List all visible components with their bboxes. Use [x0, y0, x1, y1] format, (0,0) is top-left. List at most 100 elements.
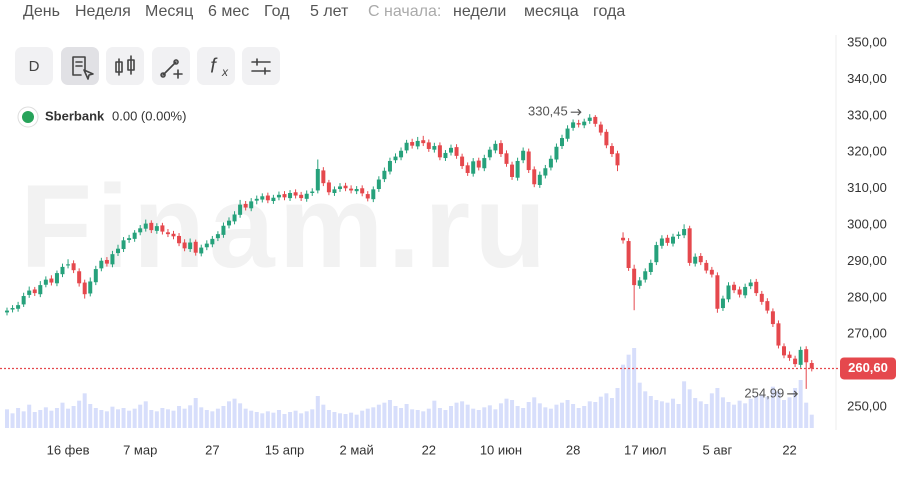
extreme-label: 330,45 — [528, 104, 568, 119]
candle-body — [210, 238, 215, 245]
candle-body — [354, 188, 359, 192]
y-tick-label: 300,00 — [847, 216, 887, 231]
candle-body — [460, 156, 465, 167]
candle-body — [621, 237, 626, 241]
volume-bar — [10, 413, 15, 428]
candle-body — [21, 296, 26, 305]
volume-bar — [321, 404, 326, 428]
volume-bar — [371, 407, 376, 428]
candle-body — [737, 289, 742, 295]
volume-bar — [265, 411, 270, 428]
x-tick-label: 22 — [782, 442, 796, 457]
candle-body — [249, 201, 254, 209]
volume-bar — [476, 410, 481, 428]
y-tick-label: 310,00 — [847, 180, 887, 195]
candle-body — [698, 255, 703, 263]
candle-body — [365, 194, 370, 199]
volume-bar — [426, 408, 431, 428]
candle-body — [454, 147, 459, 156]
candle-body — [443, 152, 448, 159]
candle-body — [193, 241, 198, 253]
candle-body — [204, 243, 209, 248]
volume-bar — [127, 410, 132, 428]
volume-bar — [32, 412, 37, 428]
candle-body — [632, 268, 637, 286]
y-tick-label: 290,00 — [847, 253, 887, 268]
candle-body — [82, 282, 87, 295]
menu-item[interactable]: года — [593, 3, 625, 20]
volume-bar — [132, 408, 137, 428]
candle-body — [371, 189, 376, 200]
candle-body — [804, 349, 809, 363]
chart-type-button[interactable] — [106, 47, 144, 85]
candle-body — [221, 225, 226, 235]
volume-bar — [326, 410, 331, 428]
menu-item[interactable]: День — [23, 3, 60, 20]
candle-body — [759, 293, 764, 302]
settings-button[interactable] — [242, 47, 280, 85]
candle-body — [548, 158, 553, 168]
candle-body — [432, 146, 437, 150]
candle-body — [659, 238, 664, 246]
indicator-button[interactable] — [197, 47, 235, 85]
volume-bar — [116, 409, 120, 428]
candle-body — [238, 204, 243, 215]
candle-body — [177, 235, 182, 244]
volume-bar — [16, 408, 21, 428]
volume-bar — [571, 404, 576, 428]
candle-body — [415, 140, 420, 147]
last-price-label: 260,60 — [848, 360, 888, 375]
volume-bar — [576, 408, 581, 428]
volume-bar — [793, 388, 798, 428]
candle-body — [121, 240, 126, 250]
candle-body — [299, 194, 304, 199]
candle-body — [543, 168, 548, 176]
menu-item[interactable]: Месяц — [145, 3, 193, 20]
candle-body — [537, 174, 542, 185]
candle-body — [215, 234, 220, 239]
candle-body — [10, 308, 15, 310]
volume-bar — [443, 410, 448, 428]
volume-bar — [149, 410, 154, 428]
volume-bar — [138, 404, 143, 428]
candle-body — [671, 236, 675, 244]
x-tick-label: 17 июл — [624, 442, 666, 457]
candle-body — [720, 298, 725, 309]
candle-body — [682, 229, 687, 236]
interval-button[interactable] — [15, 47, 53, 85]
candle-body — [43, 279, 48, 285]
candle-body — [410, 142, 415, 146]
candle-body — [387, 160, 392, 172]
volume-bar — [565, 400, 570, 428]
menu-item[interactable]: 5 лет — [310, 3, 349, 20]
volume-bar — [643, 391, 648, 428]
volume-bar — [770, 386, 775, 428]
menu-item[interactable]: месяца — [524, 3, 579, 20]
volume-bar — [393, 406, 398, 428]
x-tick-label: 15 апр — [265, 442, 305, 457]
menu-item[interactable]: Неделя — [75, 3, 131, 20]
interval-label: D — [29, 58, 40, 75]
volume-bar — [71, 406, 76, 428]
candle-body — [715, 275, 720, 309]
volume-bar — [43, 407, 48, 428]
menu-item[interactable]: недели — [453, 3, 506, 20]
volume-bar — [471, 408, 476, 428]
candle-body — [93, 269, 98, 283]
volume-bar — [787, 397, 792, 428]
candle-body — [571, 122, 576, 128]
volume-bar — [776, 391, 781, 428]
candle-body — [576, 123, 581, 125]
menu-item[interactable]: 6 мес — [208, 3, 249, 20]
menu-item[interactable]: Год — [264, 3, 290, 20]
volume-bar — [709, 393, 714, 428]
extreme-arrow — [787, 390, 799, 398]
candle-body — [604, 131, 609, 146]
candle-body — [493, 143, 498, 151]
volume-bar — [210, 411, 215, 428]
candle-body — [260, 196, 265, 200]
last-price-tag — [840, 357, 896, 380]
y-tick-label: 280,00 — [847, 289, 887, 304]
volume-bar — [671, 398, 675, 428]
